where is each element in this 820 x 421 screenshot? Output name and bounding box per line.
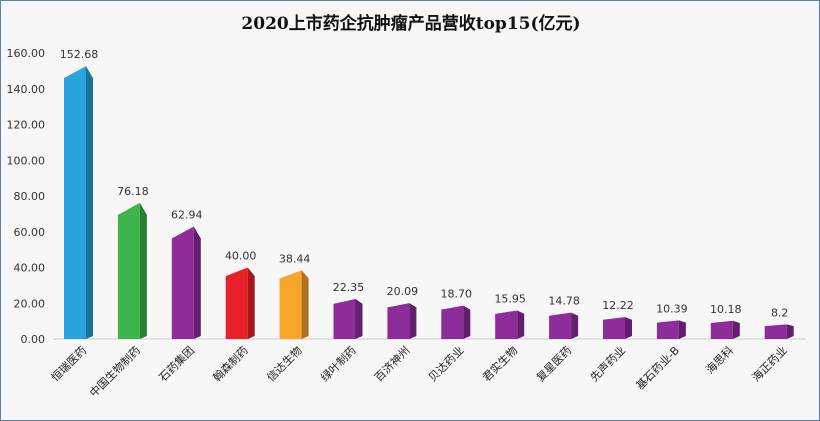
bar-side	[139, 202, 147, 339]
bar	[764, 324, 787, 339]
x-tick-label: 基石药业-B	[634, 344, 682, 392]
data-label: 10.18	[710, 303, 742, 316]
bar-side	[86, 66, 93, 339]
data-label: 76.18	[117, 185, 149, 198]
y-tick-label: 100.00	[7, 154, 46, 167]
y-tick-label: 60.00	[14, 226, 46, 239]
bar	[710, 320, 733, 339]
data-label: 40.00	[225, 250, 257, 263]
x-tick-label: 海正药业	[749, 343, 790, 384]
x-tick-label: 君实生物	[479, 343, 520, 384]
y-tick-label: 80.00	[14, 190, 46, 203]
y-tick-label: 40.00	[14, 262, 46, 275]
bar-side	[193, 226, 201, 339]
bar	[441, 305, 464, 339]
bar	[64, 66, 86, 339]
x-tick-label: 中国生物制药	[86, 343, 143, 400]
bar	[495, 310, 518, 339]
bar	[171, 226, 194, 339]
data-label: 14.78	[548, 295, 580, 308]
y-tick-label: 0.00	[21, 333, 46, 346]
x-tick-label: 恒瑞医药	[48, 343, 89, 384]
bar	[225, 267, 248, 339]
data-label: 62.94	[171, 208, 203, 221]
bar	[279, 270, 302, 339]
bar	[117, 202, 140, 339]
x-tick-label: 复星医药	[533, 343, 574, 384]
bar-side	[786, 324, 794, 339]
data-label: 152.68	[60, 48, 99, 61]
bar-side	[732, 320, 740, 339]
bar	[603, 317, 625, 339]
data-label: 20.09	[387, 285, 419, 298]
bar-side	[571, 312, 579, 339]
y-tick-label: 160.00	[7, 47, 46, 60]
x-tick-label: 先声药业	[587, 343, 628, 384]
bar-side	[625, 317, 632, 339]
bar-side	[463, 305, 471, 339]
bar-side	[678, 320, 686, 339]
x-tick-label: 海思科	[703, 343, 736, 376]
data-label: 15.95	[494, 292, 526, 305]
data-label: 12.22	[602, 299, 634, 312]
bar-side	[517, 310, 525, 339]
bar-side	[301, 270, 309, 339]
data-label: 22.35	[333, 281, 365, 294]
x-tick-label: 百济神州	[372, 343, 413, 384]
y-tick-label: 140.00	[7, 83, 46, 96]
data-label: 18.70	[441, 288, 473, 301]
y-tick-label: 120.00	[7, 119, 46, 132]
bar	[656, 320, 679, 339]
chart-title: 2020上市药企抗肿瘤产品营收top15(亿元)	[241, 14, 581, 34]
bar-side	[247, 267, 255, 339]
x-tick-label: 石药集团	[156, 343, 197, 384]
data-label: 10.39	[656, 302, 688, 315]
x-tick-label: 翰森制药	[210, 343, 251, 384]
data-label: 8.2	[771, 306, 789, 319]
bar-side	[355, 299, 363, 339]
bar	[333, 299, 356, 339]
x-tick-label: 绿叶制药	[318, 343, 359, 384]
y-tick-label: 20.00	[14, 297, 46, 310]
x-tick-label: 贝达药业	[426, 344, 466, 384]
bar	[387, 303, 410, 339]
bar	[549, 312, 572, 339]
bar-side	[409, 303, 417, 339]
data-label: 38.44	[279, 252, 311, 265]
x-tick-label: 信达生物	[264, 343, 305, 384]
